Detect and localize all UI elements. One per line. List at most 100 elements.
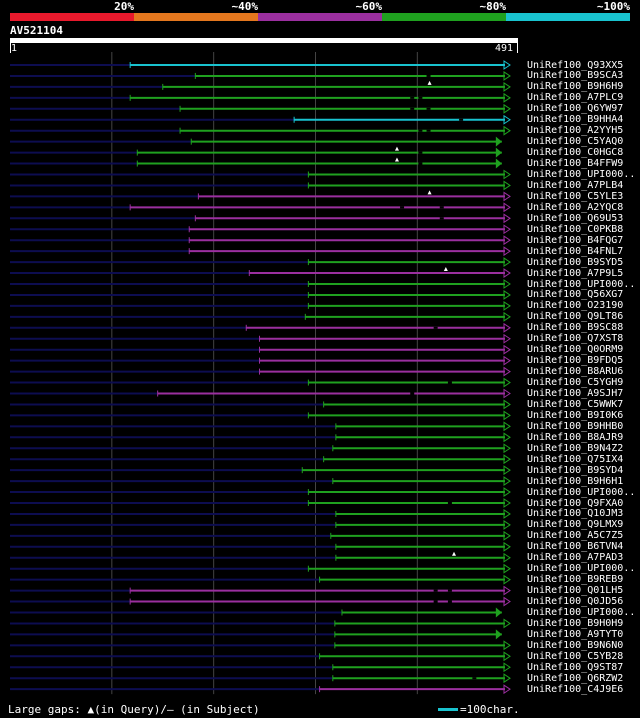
hit-label[interactable]: UniRef100_B4FNL7 [527,245,624,257]
hit-label[interactable]: UniRef100_UPI000.. [527,486,636,498]
hit-label[interactable]: UniRef100_B8ARU6 [527,366,624,378]
hit-end-arrow [503,454,511,465]
hit-end-arrow [503,322,511,333]
hit-label[interactable]: UniRef100_A7PAD3 [527,552,624,564]
hit-end-arrow [503,333,511,344]
hit-label[interactable]: UniRef100_Q0JD56 [527,596,624,608]
legend-color-segment [258,13,382,21]
hit-end-arrow [503,311,511,322]
hit-label[interactable]: UniRef100_B4FFW9 [527,158,624,170]
hit-label[interactable]: UniRef100_A7PLB4 [527,179,624,191]
hit-label[interactable]: UniRef100_C4J9E6 [527,683,624,695]
hit-label[interactable]: UniRef100_Q93XX5 [527,59,624,71]
hit-label[interactable]: UniRef100_C5YGH9 [527,377,624,389]
scale-bar [438,708,458,711]
hit-end-arrow [503,81,511,92]
hit-label[interactable]: UniRef100_A7P9L5 [527,267,624,279]
hit-label[interactable]: UniRef100_B9SYD4 [527,464,624,476]
hit-end-arrow [503,487,511,497]
hit-label[interactable]: UniRef100_C5YLE3 [527,190,624,202]
hit-label[interactable]: UniRef100_B4FQG7 [527,234,624,246]
hit-label[interactable]: UniRef100_A2YQC8 [527,201,624,213]
hit-end-arrow [503,432,511,443]
hit-label[interactable]: UniRef100_C5YAQ0 [527,136,624,148]
hit-end-arrow [503,530,511,541]
hit-end-arrow [503,213,511,224]
hit-label[interactable]: UniRef100_UPI000.. [527,278,636,290]
hit-label[interactable]: UniRef100_B9I0K6 [527,409,624,421]
hit-label[interactable]: UniRef100_B9N4Z2 [527,442,624,454]
hit-label[interactable]: UniRef100_B9H0H9 [527,617,624,629]
hit-end-arrow [503,684,511,695]
hit-label[interactable]: UniRef100_O23190 [527,300,624,312]
hit-label[interactable]: UniRef100_A9SJH7 [527,388,624,399]
footer-gaps-legend: Large gaps: ▲(in Query)/– (in Subject) [8,703,260,716]
scale-label: =100char. [460,703,520,716]
hit-label[interactable]: UniRef100_UPI000.. [527,607,636,618]
hit-label[interactable]: UniRef100_B9REB9 [527,574,624,586]
hit-end-arrow [503,585,511,596]
hit-end-arrow [503,344,511,355]
query-gap-marker [394,146,399,151]
hit-label[interactable]: UniRef100_Q10JM3 [527,508,624,520]
hit-label[interactable]: UniRef100_A2YYH5 [527,125,624,137]
hit-label[interactable]: UniRef100_UPI000.. [527,563,636,575]
hit-end-arrow [503,662,511,673]
hit-label[interactable]: UniRef100_Q75IX4 [527,453,624,465]
query-gap-marker [427,190,432,195]
hit-label[interactable]: UniRef100_Q56XG7 [527,289,624,301]
hit-end-arrow [503,279,511,289]
hit-end-arrow [503,246,511,257]
hit-label[interactable]: UniRef100_C0HGC8 [527,147,624,159]
hit-label[interactable]: UniRef100_B9SCA3 [527,70,624,82]
hit-label[interactable]: UniRef100_Q0ORM9 [527,344,624,356]
query-name: AV521104 [10,24,63,37]
hit-label[interactable]: UniRef100_B9HHB0 [527,420,624,432]
hit-end-arrow [503,388,511,399]
hit-end-arrow [503,366,511,377]
hit-label[interactable]: UniRef100_C5WWK7 [527,398,624,410]
hit-end-arrow [495,147,502,158]
hit-end-arrow [503,180,511,191]
hit-label[interactable]: UniRef100_Q01LH5 [527,585,624,597]
hit-label[interactable]: UniRef100_Q7XST8 [527,333,624,345]
hit-end-arrow [503,224,511,235]
hit-label[interactable]: UniRef100_Q9ST87 [527,661,624,673]
hit-label[interactable]: UniRef100_Q6YW97 [527,103,624,115]
hit-end-arrow [503,169,511,180]
hit-end-arrow [503,509,511,519]
hit-label[interactable]: UniRef100_A5C7Z5 [527,530,624,542]
hit-end-arrow [503,476,511,487]
legend-color-segment [134,13,258,21]
hit-label[interactable]: UniRef100_B9SYD5 [527,256,624,268]
hit-label[interactable]: UniRef100_B9H6H1 [527,475,624,487]
hit-end-arrow [503,640,511,651]
legend-color-segment [10,13,134,21]
hit-end-arrow [503,399,511,410]
hit-label[interactable]: UniRef100_B9HHA4 [527,114,624,126]
hit-end-arrow [503,541,511,552]
hit-label[interactable]: UniRef100_Q69U53 [527,212,624,224]
hit-label[interactable]: UniRef100_A7PLC9 [527,92,624,104]
hit-label[interactable]: UniRef100_B9H6H9 [527,81,624,93]
hit-label[interactable]: UniRef100_B9FDQ5 [527,355,624,367]
hit-label[interactable]: UniRef100_C0PKB8 [527,223,624,235]
hit-label[interactable]: UniRef100_B8AJR9 [527,431,624,443]
hit-label[interactable]: UniRef100_Q9FXA0 [527,497,624,509]
hit-end-arrow [503,563,511,574]
hit-label[interactable]: UniRef100_B9N6N0 [527,639,624,651]
hit-end-arrow [503,377,511,388]
hit-label[interactable]: UniRef100_C5YB28 [527,650,624,662]
hit-label[interactable]: UniRef100_Q9LMX9 [527,519,624,531]
query-gap-marker [427,80,432,85]
hit-end-arrow [503,552,511,563]
hit-end-arrow [503,92,511,103]
hit-end-arrow [503,355,511,366]
hit-label[interactable]: UniRef100_A9TYT0 [527,628,624,640]
hit-label[interactable]: UniRef100_B6TVN4 [527,541,624,553]
hit-label[interactable]: UniRef100_Q6RZW2 [527,672,624,684]
hit-label[interactable]: UniRef100_UPI000.. [527,169,636,180]
hit-end-arrow [503,202,511,213]
hit-label[interactable]: UniRef100_Q9LT86 [527,311,624,323]
hit-label[interactable]: UniRef100_B9SC88 [527,322,624,334]
